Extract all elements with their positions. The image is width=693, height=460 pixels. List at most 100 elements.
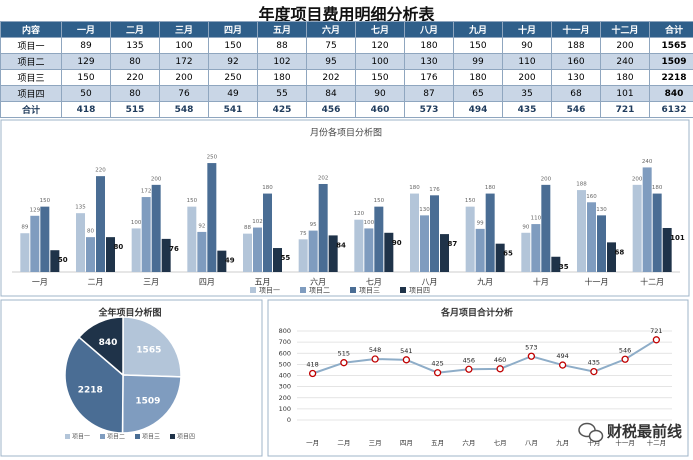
table-cell: 456: [306, 101, 356, 118]
data-label: 65: [503, 250, 513, 258]
y-tick-label: 300: [279, 383, 291, 391]
bar: [161, 238, 171, 272]
data-label: 130: [596, 207, 607, 213]
data-label: 172: [141, 189, 152, 195]
data-label: 87: [448, 240, 458, 248]
bar: [253, 227, 262, 272]
data-label: 456: [463, 356, 475, 364]
x-tick-label: 二月: [88, 278, 104, 287]
data-label: 180: [485, 185, 496, 191]
bar: [495, 243, 505, 272]
bar: [597, 215, 606, 272]
legend-label: 项目三: [142, 434, 160, 441]
data-label: 80: [87, 229, 94, 235]
bar: [607, 242, 616, 272]
data-label: 435: [588, 359, 600, 367]
marker: [621, 355, 629, 363]
table-cell: 合计: [0, 101, 62, 118]
bar: [374, 206, 384, 272]
legend-swatch: [250, 287, 256, 293]
bar: [632, 184, 642, 272]
data-label: 150: [187, 198, 198, 204]
data-label: 2218: [78, 385, 103, 395]
table-row: 项目二 129 80 172 92 102 95 100 130 99 110 160 240 1509: [0, 53, 693, 70]
data-label: 130: [419, 207, 430, 213]
x-tick-label: 九月: [556, 438, 569, 447]
legend-swatch: [135, 434, 140, 439]
marker: [496, 365, 504, 373]
marker: [371, 355, 379, 363]
data-label: 176: [429, 187, 440, 193]
data-label: 188: [576, 182, 587, 188]
bar: [243, 233, 252, 272]
y-tick-label: 500: [279, 360, 291, 368]
legend-swatch: [65, 434, 70, 439]
marker: [465, 365, 473, 373]
data-label: 100: [131, 220, 142, 226]
data-label: 95: [310, 222, 317, 228]
bar: [217, 250, 227, 272]
bar: [308, 230, 318, 272]
data-label: 68: [615, 248, 625, 256]
table-cell: 160: [551, 53, 601, 70]
bar: [652, 193, 662, 272]
data-label: 240: [642, 159, 653, 165]
bar: [141, 197, 151, 272]
data-label: 180: [409, 185, 420, 191]
bar: [551, 256, 561, 272]
data-label: 546: [619, 346, 631, 354]
data-label: 425: [431, 360, 443, 368]
x-tick-label: 一月: [32, 278, 48, 287]
table-cell: 130: [404, 53, 454, 70]
chart-title: 各月项目合计分析: [440, 307, 513, 319]
x-tick-label: 十二月: [647, 438, 667, 447]
x-tick-label: 四月: [199, 278, 215, 287]
bar: [20, 233, 30, 272]
data-label: 101: [670, 234, 685, 242]
table-cell: 548: [159, 101, 209, 118]
data-label: 135: [75, 205, 86, 211]
bar: [465, 206, 475, 272]
table-cell: 六月: [306, 21, 356, 38]
x-tick-label: 三月: [369, 439, 382, 447]
watermark-icon: [578, 422, 604, 443]
x-tick-label: 五月: [431, 439, 444, 447]
x-tick-label: 四月: [400, 439, 413, 447]
data-label: 220: [95, 168, 106, 174]
y-tick-label: 100: [279, 405, 291, 413]
data-label: 80: [114, 243, 124, 251]
bar: [541, 184, 551, 272]
table-cell: 十一月: [551, 21, 601, 38]
bar: [364, 228, 374, 272]
bar: [440, 234, 449, 272]
bar: [76, 213, 85, 272]
bar: [50, 250, 60, 272]
watermark: 财税最前线: [607, 423, 682, 441]
data-label: 180: [652, 185, 663, 191]
data-label: 90: [392, 239, 402, 247]
bar: [587, 202, 596, 272]
data-label: 573: [525, 343, 537, 351]
data-label: 541: [400, 347, 412, 355]
table-cell: 90: [355, 85, 405, 102]
chart-title: 月份各项目分析图: [310, 127, 382, 139]
data-label: 494: [556, 352, 568, 360]
data-label: 1509: [135, 396, 160, 406]
legend-label: 项目一: [72, 434, 90, 441]
bar: [273, 248, 282, 272]
bar: [263, 193, 272, 272]
page-title: 年度项目费用明细分析表: [258, 5, 435, 24]
table-cell: 172: [159, 53, 209, 70]
marker: [402, 356, 411, 364]
bar: [151, 184, 161, 272]
marker: [340, 359, 348, 367]
data-label: 92: [198, 223, 205, 229]
bar: [521, 232, 531, 272]
marker: [433, 369, 442, 377]
table-cell: 项目二: [0, 53, 62, 70]
legend-label: 项目四: [177, 434, 195, 441]
x-tick-label: 九月: [477, 278, 493, 287]
data-label: 35: [559, 263, 569, 271]
table-row: 合计 418 515 548 541 425 456 460 573 494 435 546 721 61…: [0, 101, 693, 118]
pie-slice: [121, 374, 182, 434]
